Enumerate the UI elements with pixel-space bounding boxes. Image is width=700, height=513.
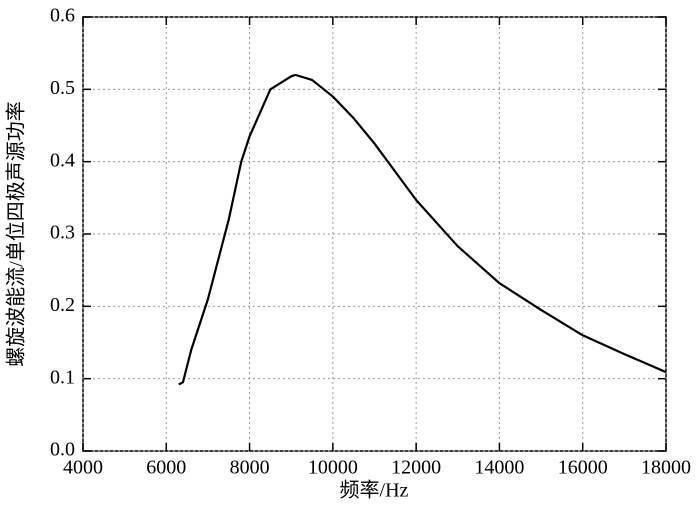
y-tick-label: 0.0 [50,439,75,461]
x-tick-label: 16000 [558,457,608,479]
x-tick-label: 6000 [146,457,186,479]
x-tick-label: 4000 [63,457,103,479]
y-tick-label: 0.1 [50,366,75,388]
data-line [178,73,667,386]
y-tick-label: 0.4 [50,149,75,171]
y-tick-label: 0.2 [50,294,75,316]
y-tick-label: 0.6 [50,5,75,27]
y-tick-label: 0.3 [50,222,75,244]
x-tick-label: 10000 [308,457,358,479]
x-tick-label: 18000 [641,457,691,479]
y-axis-label: 螺旋波能流/单位四极声源功率 [5,101,28,367]
y-tick-label: 0.5 [50,77,75,99]
x-tick-label: 8000 [230,457,270,479]
x-tick-label: 14000 [474,457,524,479]
x-axis-label: 频率/Hz [340,479,409,502]
x-tick-label: 12000 [391,457,441,479]
